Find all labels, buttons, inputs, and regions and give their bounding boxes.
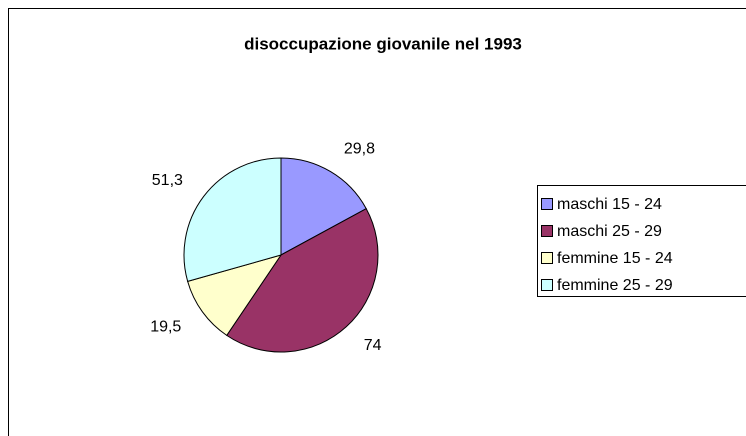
data-label: 51,3: [152, 172, 183, 189]
pie-slice: [183, 157, 282, 282]
legend-label: femmine 25 - 29: [557, 277, 673, 294]
data-label: 74: [364, 337, 382, 354]
legend-label: femmine 15 - 24: [557, 250, 673, 267]
legend-label: maschi 25 - 29: [557, 223, 662, 240]
legend-box: [537, 185, 746, 297]
chart-title: disoccupazione giovanile nel 1993: [244, 34, 522, 53]
legend-swatch: [541, 225, 553, 237]
legend-swatch: [541, 252, 553, 264]
data-label: 29,8: [344, 140, 375, 157]
legend-label: maschi 15 - 24: [557, 196, 662, 213]
legend-swatch: [541, 279, 553, 291]
data-label: 19,5: [150, 318, 181, 335]
pie-slice: [226, 207, 379, 353]
legend-swatch: [541, 198, 553, 210]
pie-slice: [280, 157, 367, 256]
